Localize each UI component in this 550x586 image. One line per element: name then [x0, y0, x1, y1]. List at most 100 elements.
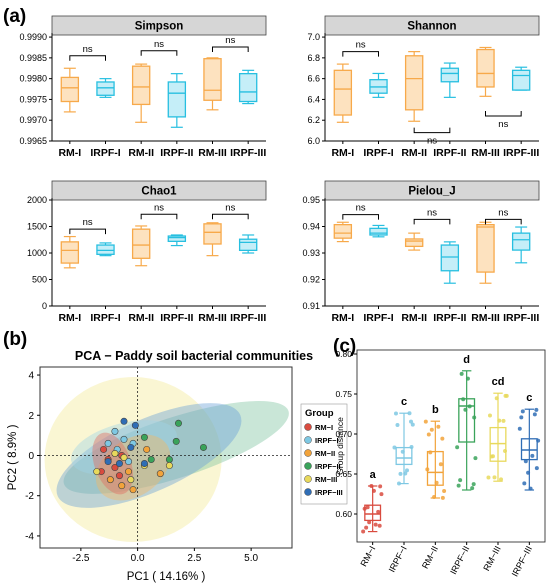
box-iqr: [167, 81, 187, 118]
y-tick-label: 0.9965: [19, 136, 47, 146]
significance-label: ns: [83, 44, 93, 55]
y-tick-label: -2: [25, 491, 34, 502]
x-tick-label: RM-II: [401, 147, 427, 159]
distance-point: [407, 411, 412, 416]
box-iqr: [404, 55, 424, 111]
data-point: [143, 445, 151, 453]
x-tick-label: IRPF-I: [363, 147, 393, 159]
x-tick-label: IRPF-III: [503, 312, 539, 324]
y-tick-label: 6.0: [307, 136, 320, 146]
box-iqr: [426, 450, 444, 486]
data-point: [120, 453, 128, 461]
box-iqr: [60, 76, 80, 103]
data-point: [199, 443, 207, 451]
x-tick-label: RM-III: [471, 312, 500, 324]
box-iqr: [476, 223, 495, 273]
data-point: [125, 468, 133, 476]
x-tick-label: IRPF-III: [503, 147, 539, 159]
significance-label: ns: [356, 203, 366, 214]
significance-letter: cd: [492, 376, 505, 388]
significance-bracket: [413, 218, 451, 225]
distance-point: [377, 523, 382, 528]
data-point: [111, 427, 119, 435]
legend-label: RM−III: [315, 475, 337, 484]
data-point: [125, 458, 133, 466]
y-tick-label: 0.94: [302, 222, 320, 232]
y-tick-label: 0.9990: [19, 32, 47, 42]
significance-label: ns: [427, 207, 437, 218]
box-iqr: [395, 446, 413, 466]
distance-point: [530, 453, 535, 458]
significance-label: ns: [154, 39, 164, 50]
strip-header: [324, 15, 540, 36]
distance-point: [361, 529, 366, 534]
significance-letter: a: [370, 469, 377, 481]
data-point: [115, 460, 123, 468]
x-tick-label: 0.0: [131, 553, 145, 564]
x-tick-label: RM−III: [481, 544, 502, 572]
x-tick-label: IRPF−II: [448, 544, 471, 576]
distance-point: [517, 426, 522, 431]
distance-point: [442, 489, 447, 494]
plot-frame: [356, 349, 546, 543]
distance-point: [440, 495, 445, 500]
y-tick-label: 0.9980: [19, 74, 47, 84]
significance-bracket: [342, 51, 379, 57]
x-tick-label: RM-I: [58, 312, 81, 324]
x-tick-label: IRPF-II: [433, 147, 466, 159]
strip-title: Simpson: [135, 21, 184, 33]
box-iqr: [364, 504, 382, 522]
x-axis-title: PC1 ( 14.16% ): [127, 571, 206, 583]
distance-point: [440, 436, 445, 441]
significance-bracket: [485, 111, 522, 117]
y-tick-label: 0.9970: [19, 115, 47, 125]
data-point: [127, 476, 135, 484]
y-tick-label: 2000: [27, 195, 47, 205]
y-tick-label: 0.9985: [19, 53, 47, 63]
y-tick-label: 1500: [27, 222, 47, 232]
y-tick-label: 0.75: [335, 389, 352, 399]
significance-bracket: [212, 46, 249, 53]
data-point: [118, 482, 126, 490]
legend-marker: [304, 436, 312, 444]
strip-header: [51, 15, 267, 36]
panel-label-b: (b): [3, 329, 27, 350]
box-iqr: [203, 223, 222, 245]
box-iqr: [440, 244, 460, 272]
x-tick-label: RM-III: [198, 312, 227, 324]
distance-point: [501, 418, 506, 423]
y-tick-label: 0: [28, 451, 34, 462]
significance-letter: d: [463, 354, 470, 366]
distance-point: [486, 475, 491, 480]
box-iqr: [404, 238, 424, 248]
distance-point: [405, 468, 410, 473]
data-point: [100, 445, 108, 453]
y-tick-label: 7.0: [307, 32, 320, 42]
pielou-boxplot: Pielou_J 0.91 0.92 0.93 0.94 0.95 RM-I IRPF-I RM…: [302, 180, 540, 324]
legend-label: IRPF−I: [315, 436, 339, 445]
box-iqr: [238, 238, 258, 252]
box-iqr: [489, 426, 507, 462]
distance-point: [379, 492, 384, 497]
significance-bracket: [212, 213, 249, 220]
legend-title: Group: [305, 408, 334, 419]
data-point: [140, 460, 148, 468]
y-tick-label: 500: [32, 275, 47, 285]
y-tick-label: 1000: [27, 248, 47, 258]
x-tick-label: -2.5: [72, 553, 90, 564]
data-point: [147, 456, 155, 464]
distance-point: [519, 415, 524, 420]
data-point: [140, 433, 148, 441]
plot-frame: [39, 366, 293, 549]
data-point: [93, 468, 101, 476]
distance-point: [487, 413, 492, 418]
x-tick-label: IRPF−I: [387, 544, 409, 574]
y-tick-label: 6.8: [307, 53, 320, 63]
x-tick-label: IRPF-III: [230, 147, 266, 159]
distance-point: [410, 422, 415, 427]
group-distance-boxplot: 0.60 0.65 0.70 0.75 0.80 Group distance a RM−I c…: [335, 349, 546, 578]
significance-letter: c: [526, 392, 532, 404]
strip-title: Pielou_J: [408, 186, 455, 198]
significance-letter: c: [401, 396, 407, 408]
x-tick-label: IRPF-II: [160, 147, 193, 159]
